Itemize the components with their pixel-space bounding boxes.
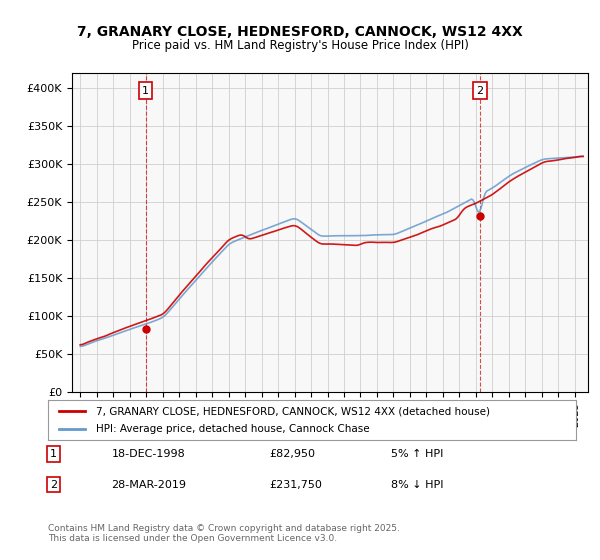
Text: 8% ↓ HPI: 8% ↓ HPI — [391, 480, 444, 489]
Text: HPI: Average price, detached house, Cannock Chase: HPI: Average price, detached house, Cann… — [95, 423, 369, 433]
Text: £231,750: £231,750 — [270, 480, 323, 489]
Text: 1: 1 — [142, 86, 149, 96]
Text: 5% ↑ HPI: 5% ↑ HPI — [391, 449, 443, 459]
Text: 2: 2 — [50, 480, 57, 489]
Text: £82,950: £82,950 — [270, 449, 316, 459]
Text: Price paid vs. HM Land Registry's House Price Index (HPI): Price paid vs. HM Land Registry's House … — [131, 39, 469, 52]
Text: Contains HM Land Registry data © Crown copyright and database right 2025.
This d: Contains HM Land Registry data © Crown c… — [48, 524, 400, 543]
Text: 2: 2 — [476, 86, 483, 96]
Text: 28-MAR-2019: 28-MAR-2019 — [112, 480, 187, 489]
Text: 7, GRANARY CLOSE, HEDNESFORD, CANNOCK, WS12 4XX: 7, GRANARY CLOSE, HEDNESFORD, CANNOCK, W… — [77, 25, 523, 39]
Text: 18-DEC-1998: 18-DEC-1998 — [112, 449, 185, 459]
Text: 7, GRANARY CLOSE, HEDNESFORD, CANNOCK, WS12 4XX (detached house): 7, GRANARY CLOSE, HEDNESFORD, CANNOCK, W… — [95, 407, 490, 417]
Text: 1: 1 — [50, 449, 57, 459]
